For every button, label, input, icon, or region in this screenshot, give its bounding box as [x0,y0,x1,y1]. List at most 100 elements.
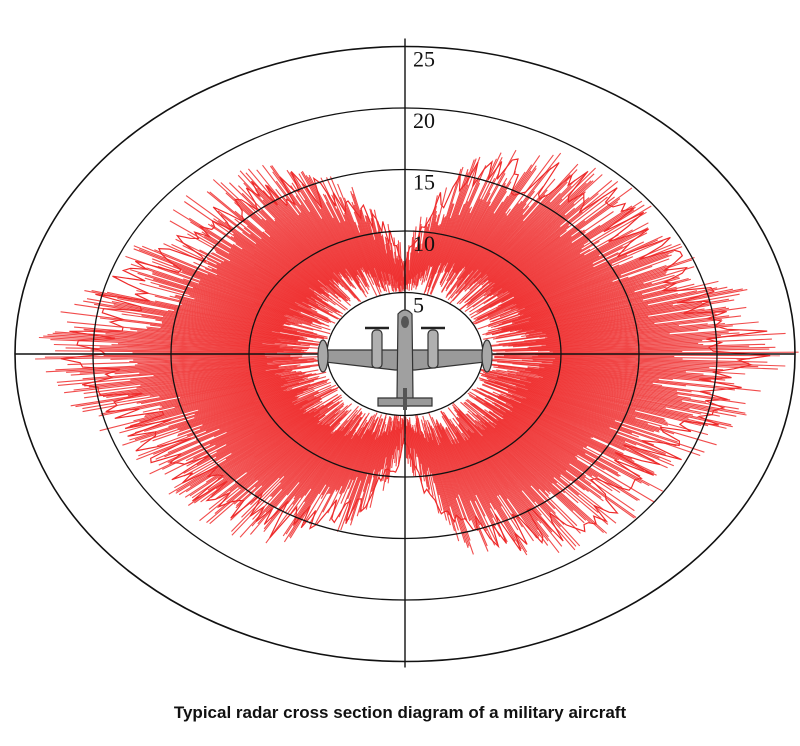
rcs-spike [215,403,314,458]
rcs-spike [440,203,466,264]
rcs-spike [539,366,673,380]
rcs-spike [159,374,282,398]
rcs-spike [445,195,509,292]
rcs-spike [175,238,317,311]
rcs-spike [291,172,360,281]
rcs-spike [466,399,602,499]
rcs-spike [545,315,742,339]
rcs-spike [537,355,751,360]
rcs-spike [208,402,344,510]
rcs-spike [207,416,315,491]
rcs-spike [455,443,491,504]
rcs-spike [393,258,398,289]
rcs-spike [289,172,357,277]
rcs-spike [265,435,346,544]
rcs-spike [189,402,331,497]
rcs-spike [365,431,387,510]
rcs-spike [432,439,469,548]
rcs-spike [139,384,284,423]
rcs-spike [122,387,299,446]
rcs-spike [456,167,552,289]
rcs-spike [458,194,546,294]
rcs-spike [481,373,709,436]
rcs-spike [464,401,617,524]
rcs-spike [270,414,357,520]
rcs-spike [464,178,556,285]
rcs-spike [524,299,735,335]
rcs-spike [441,415,522,550]
rcs-spike [65,347,306,353]
rcs-spike [446,212,507,297]
rcs-spike [140,369,266,386]
rcs-spike [535,354,780,357]
rcs-spike [521,308,705,338]
rcs-spike [448,201,491,276]
rcs-spike [344,418,383,521]
rcs-spike [518,270,668,319]
rcs-spike [331,194,371,278]
rcs-spike [447,173,499,273]
rcs-spike [274,218,333,280]
rcs-spike [79,358,317,374]
rcs-spike [484,422,579,504]
rcs-spike [498,394,625,451]
rcs-spike [136,395,298,461]
rcs-spike [504,263,613,312]
rcs-spike [209,395,315,445]
rcs-spike [272,171,349,277]
rcs-spike [236,198,330,286]
rcs-spike [185,396,317,462]
rcs-spike [512,406,620,461]
rcs-spike [494,357,778,370]
rcs-spike [458,417,542,516]
rcs-spike [517,329,739,347]
rcs-spike [467,439,540,537]
rcs-spike [324,194,365,273]
rcs-spike [133,377,309,422]
rcs-spike [332,217,367,281]
rcs-spike [147,327,318,346]
rcs-spike [488,196,584,282]
rcs-spike [516,370,678,396]
rcs-spike [458,423,549,542]
rcs-spike [83,328,288,346]
rcs-spike [254,403,353,495]
rcs-spike [251,405,359,527]
rcs-spike [467,429,552,530]
rcs-spike [139,282,286,323]
rcs-spike [479,372,666,422]
rcs-spike [83,363,323,394]
rcs-spike [167,398,297,454]
rcs-spike [344,212,373,278]
rcs-spike [377,233,390,282]
rcs-spike [215,400,309,446]
rcs-spike [130,365,279,381]
rcs-spike [176,393,339,492]
rcs-spike [484,409,592,485]
rcs-spike [542,304,710,333]
rcs-spike [513,227,649,298]
rcs-spike [496,400,587,448]
rcs-spike [485,229,567,293]
rcs-spike [456,204,561,305]
rcs-spike [234,210,339,299]
rcs-spike [168,407,315,495]
rcs-spike [260,209,351,300]
rcs-spike [133,245,302,313]
rcs-spike [90,349,324,354]
rcs-spike [477,421,574,512]
rcs-spike [210,224,315,294]
rcs-spike [261,218,336,289]
rcs-spike [154,295,314,334]
rcs-spike [341,412,378,487]
rcs-spike [207,265,313,314]
rcs-spike [470,254,585,319]
rcs-spike [481,435,556,514]
rcs-spike [233,236,329,303]
rcs-spike [516,373,718,412]
rcs-spike [190,221,337,313]
rcs-spike [187,233,310,302]
rcs-spike [335,433,365,491]
rcs-spike [134,387,288,434]
rcs-spike [489,411,635,512]
